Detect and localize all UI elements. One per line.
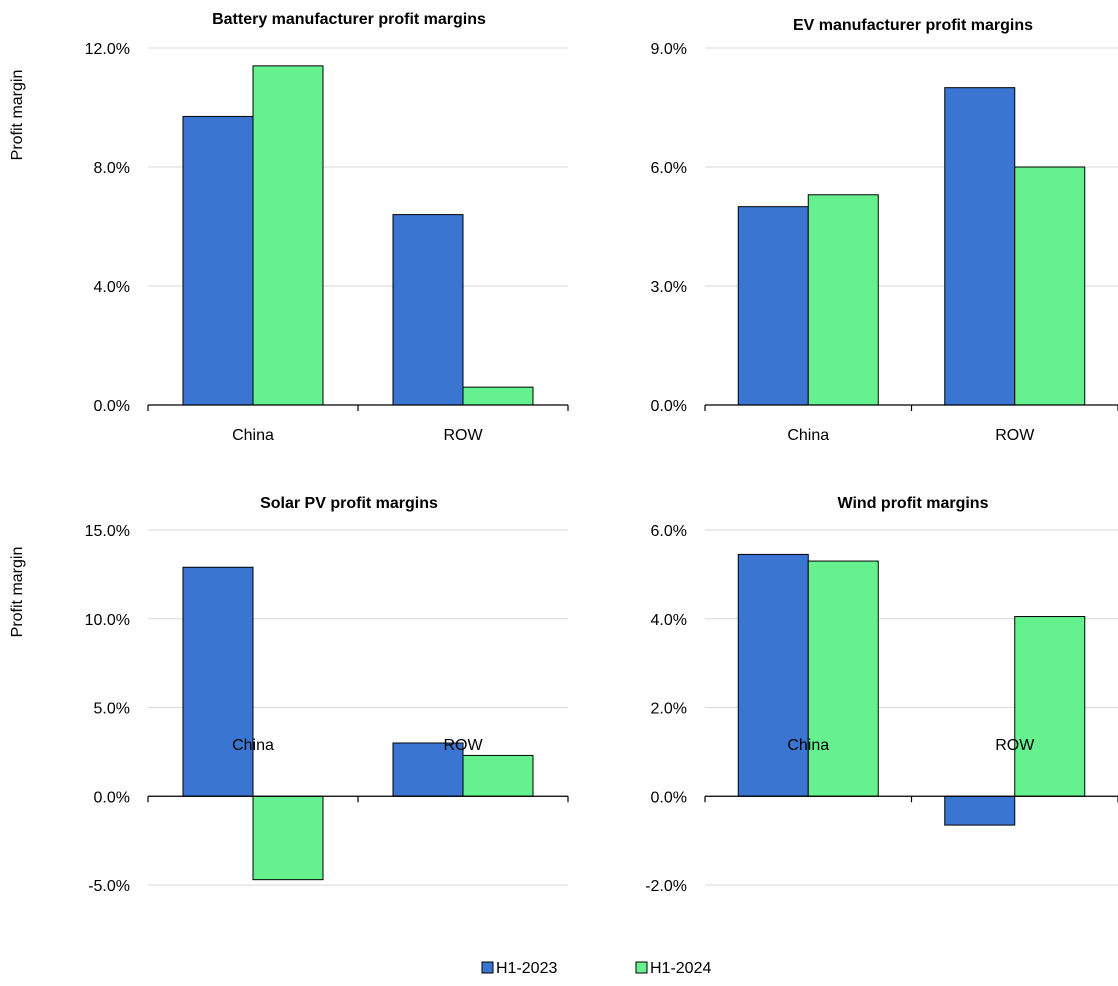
y-tick-label: 4.0% [651,612,687,629]
y-tick-label: 2.0% [651,701,687,718]
legend: H1-2023 H1-2024 [481,960,711,977]
y-tick-label: 4.0% [94,279,130,296]
legend-label-h1-2023: H1-2023 [496,960,557,977]
legend-swatch-h1-2023 [481,961,494,974]
y-tick-label: 3.0% [651,279,687,296]
y-tick-label: 12.0% [85,41,130,58]
y-tick-label: 0.0% [94,398,130,415]
y-axis-label: Profit margin [9,547,26,638]
bar-h1-2023-china [737,206,809,406]
bar-h1-2024-row [1014,616,1086,797]
y-tick-label: 0.0% [651,398,687,415]
bar-h1-2023-row [944,87,1016,406]
y-axis-label: Profit margin [9,70,26,161]
chart-panel-4: -2.0% 0.0% 2.0% 4.0% 6.0% China ROW Wind profit… [645,495,1118,895]
y-tick-label: -5.0% [88,878,130,895]
y-tick-label: 10.0% [85,612,130,629]
y-tick-label: 9.0% [651,41,687,58]
category-label-china: China [787,427,829,444]
chart-title: Battery manufacturer profit margins [212,11,486,28]
bar-h1-2024-row [462,386,534,406]
chart-panel-2: 0.0% 3.0% 6.0% 9.0% China ROW EV manufacturer … [651,17,1118,444]
y-tick-label: 0.0% [651,789,687,806]
bar-h1-2024-row [462,754,534,797]
category-label-row: ROW [995,737,1035,754]
bar-h1-2023-china [182,115,254,406]
y-tick-label: 8.0% [94,160,130,177]
bar-h1-2024-china [807,560,879,797]
y-tick-label: 5.0% [94,701,130,718]
bar-h1-2024-china [252,65,324,406]
bar-h1-2023-china [737,553,809,797]
legend-swatch-h1-2024 [635,961,648,974]
bar-h1-2024-row [1014,166,1086,406]
y-tick-label: 6.0% [651,523,687,540]
y-tick-label: 15.0% [85,523,130,540]
category-label-row: ROW [443,737,483,754]
y-tick-label: -2.0% [645,878,687,895]
y-tick-label: 0.0% [94,789,130,806]
bar-h1-2024-china [807,194,879,406]
bar-h1-2023-china [182,566,254,797]
legend-label-h1-2024: H1-2024 [650,960,711,977]
category-label-row: ROW [443,427,483,444]
chart-title: EV manufacturer profit margins [793,17,1033,34]
bar-h1-2023-row [944,795,1016,826]
bar-h1-2023-row [392,742,464,797]
y-tick-label: 6.0% [651,160,687,177]
bar-h1-2023-row [392,214,464,406]
category-label-china: China [787,737,829,754]
chart-panel-1: 0.0% 4.0% 8.0% 12.0% China ROW Battery manufac… [9,11,569,444]
chart-title: Solar PV profit margins [260,495,438,512]
chart-panel-3: -5.0% 0.0% 5.0% 10.0% 15.0% China ROW Solar PV … [9,495,569,895]
category-label-china: China [232,737,274,754]
category-label-china: China [232,427,274,444]
category-label-row: ROW [995,427,1035,444]
bar-h1-2024-china [252,795,324,881]
chart-title: Wind profit margins [838,495,989,512]
